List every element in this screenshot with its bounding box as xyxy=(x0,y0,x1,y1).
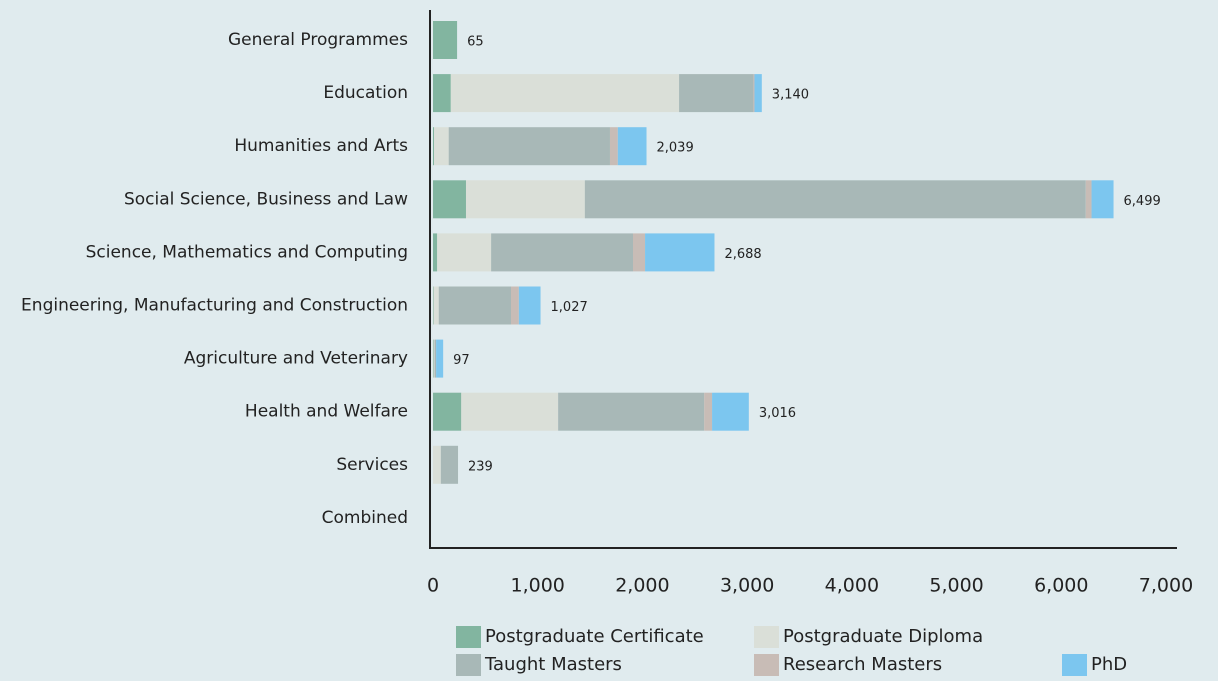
total-label: 3,140 xyxy=(772,88,809,103)
x-tick-label: 3,000 xyxy=(720,575,774,597)
bar-segment xyxy=(1085,180,1092,219)
bar-segment xyxy=(511,286,519,325)
bar-segment xyxy=(633,233,646,272)
bar-segment xyxy=(433,74,451,113)
bar-segment xyxy=(433,127,435,166)
bar-segment xyxy=(753,74,755,113)
bar-segment xyxy=(433,339,434,378)
total-label: 239 xyxy=(468,459,493,474)
x-tick-label: 5,000 xyxy=(929,575,983,597)
y-tick-label: Education xyxy=(323,83,408,103)
bar-segment xyxy=(679,74,754,113)
bar-segment xyxy=(704,392,713,431)
legend-label: Postgraduate Diploma xyxy=(783,626,983,647)
y-tick-label: General Programmes xyxy=(228,30,408,50)
total-label: 2,039 xyxy=(657,141,694,156)
y-tick-label: Agriculture and Veterinary xyxy=(184,349,408,369)
legend-swatch xyxy=(754,654,779,676)
bar-segment xyxy=(433,286,439,325)
total-label: 2,688 xyxy=(724,247,761,262)
legend-label: PhD xyxy=(1091,654,1127,675)
legend-swatch xyxy=(1062,654,1087,676)
total-label: 6,499 xyxy=(1124,194,1161,209)
bar-segment xyxy=(584,180,1086,219)
bar-segment xyxy=(433,180,466,219)
total-label: 1,027 xyxy=(551,300,588,315)
bar-segment xyxy=(754,74,762,113)
y-tick-label: Health and Welfare xyxy=(245,402,408,422)
bar-segment xyxy=(448,127,610,166)
x-tick-label: 6,000 xyxy=(1034,575,1088,597)
bar-segment xyxy=(440,445,459,484)
bar-segment xyxy=(438,286,512,325)
bar-segment xyxy=(465,180,585,219)
bar-segment xyxy=(617,127,647,166)
bar-segment xyxy=(433,286,434,325)
bar-segment xyxy=(434,127,449,166)
legend-label: Taught Masters xyxy=(484,654,622,675)
y-tick-label: Engineering, Manufacturing and Construct… xyxy=(21,296,408,316)
y-tick-label: Services xyxy=(336,455,408,475)
x-tick-label: 0 xyxy=(427,575,439,597)
bar-segment xyxy=(609,127,618,166)
bar-segment xyxy=(518,286,541,325)
legend-label: Postgraduate Certificate xyxy=(485,626,704,647)
bar-segment xyxy=(433,392,462,431)
total-label: 97 xyxy=(453,353,470,368)
bar-segment xyxy=(558,392,705,431)
total-label: 65 xyxy=(467,35,484,50)
bar-segment xyxy=(1091,180,1114,219)
x-tick-label: 2,000 xyxy=(615,575,669,597)
legend-swatch xyxy=(456,626,481,648)
bar-segment xyxy=(450,74,680,113)
bar-segment xyxy=(437,233,492,272)
bar-segment xyxy=(461,392,559,431)
total-label: 3,016 xyxy=(759,406,796,421)
bar-segment xyxy=(645,233,715,272)
y-tick-label: Science, Mathematics and Computing xyxy=(86,242,408,262)
bar-segment xyxy=(712,392,749,431)
y-tick-label: Social Science, Business and Law xyxy=(124,189,408,209)
bar-segment xyxy=(433,445,441,484)
bar-segment xyxy=(433,233,438,272)
bar-segment xyxy=(491,233,634,272)
bar-segment xyxy=(433,21,458,59)
y-tick-label: Humanities and Arts xyxy=(234,136,408,156)
bar-segment xyxy=(436,339,444,378)
x-tick-label: 4,000 xyxy=(825,575,879,597)
x-tick-label: 1,000 xyxy=(511,575,565,597)
y-tick-label: Combined xyxy=(322,508,408,528)
bar-segment xyxy=(434,339,437,378)
x-tick-label: 7,000 xyxy=(1139,575,1193,597)
legend-swatch xyxy=(456,654,481,676)
bar-segment xyxy=(433,339,435,378)
legend-label: Research Masters xyxy=(783,654,942,675)
legend-swatch xyxy=(754,626,779,648)
